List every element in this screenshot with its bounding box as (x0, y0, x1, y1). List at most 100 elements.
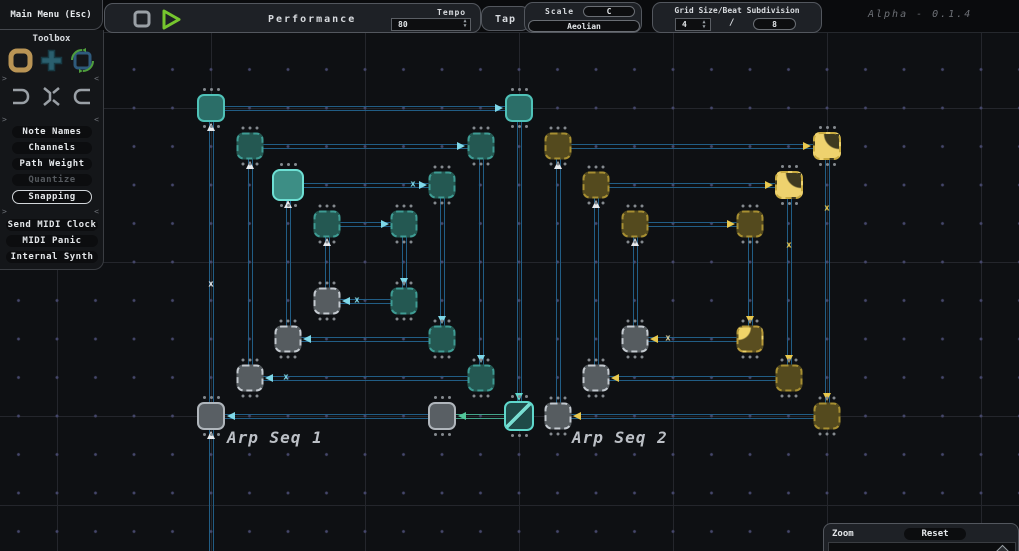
graph-node-teal-dashed[interactable] (390, 281, 418, 321)
graph-edge[interactable] (325, 224, 330, 301)
graph-node-olive-dashed[interactable] (582, 165, 610, 205)
graph-node-gray-dashed[interactable] (621, 319, 649, 359)
bend-path-right-tool-icon[interactable] (69, 83, 96, 110)
graph-node-teal-solid[interactable] (197, 88, 225, 128)
graph-node-teal-solid[interactable] (505, 88, 533, 128)
sidebar-button-snapping[interactable]: Snapping (12, 190, 92, 204)
zoom-panel: Zoom Reset (823, 523, 1019, 551)
tempo-input[interactable]: 80 (391, 18, 471, 31)
node-draw-tool-icon[interactable] (7, 47, 34, 74)
graph-node-teal-dashed[interactable] (313, 204, 341, 244)
graph-edge[interactable] (211, 106, 519, 111)
graph-edge[interactable] (211, 414, 442, 419)
graph-node-teal-dashed[interactable] (467, 126, 495, 166)
graph-edge[interactable] (250, 376, 481, 381)
graph-edge[interactable] (327, 222, 404, 227)
flow-arrow-right (803, 142, 811, 150)
grid-size-input[interactable]: 4 (675, 18, 711, 31)
graph-edge[interactable] (633, 224, 638, 339)
graph-edge[interactable] (517, 108, 522, 416)
graph-node-olive-dashed[interactable] (544, 126, 572, 166)
sidebar-button-note-names[interactable]: Note Names (12, 126, 92, 138)
stop-button[interactable] (133, 10, 151, 28)
subdivision-dropdown[interactable]: 8 (753, 18, 796, 30)
graph-edge[interactable] (286, 185, 291, 339)
graph-edge[interactable] (288, 337, 442, 342)
sidebar-button-quantize[interactable]: Quantize (12, 174, 92, 186)
scale-mode-dropdown[interactable]: Aeolian (528, 20, 640, 32)
graph-node-gray-dashed[interactable] (582, 358, 610, 398)
tap-button[interactable]: Tap (481, 6, 530, 31)
sequence-label[interactable]: Arp Seq 2 (572, 428, 668, 447)
graph-edge[interactable] (442, 414, 519, 419)
flow-arrow-left (611, 374, 619, 382)
play-button[interactable] (160, 8, 183, 31)
graph-edge[interactable] (825, 146, 830, 416)
graph-edge[interactable] (440, 185, 445, 339)
rotate-tool-icon[interactable] (69, 47, 96, 74)
bend-path-left-tool-icon[interactable] (7, 83, 34, 110)
graph-node-olive-corner[interactable] (736, 319, 764, 359)
graph-node-gray-dashed[interactable] (274, 319, 302, 359)
grid-label: Grid Size/Beat Subdivision (674, 6, 800, 15)
graph-node-gray-solid[interactable] (428, 396, 456, 436)
graph-edge[interactable] (250, 144, 481, 149)
graph-node-teal-dashed[interactable] (390, 204, 418, 244)
path-weight-marker: x (208, 279, 214, 290)
graph-node-yellow-active[interactable] (813, 126, 841, 166)
straighten-path-tool-icon[interactable] (38, 83, 65, 110)
graph-node-olive-dashed[interactable] (813, 396, 841, 436)
graph-node-teal-slash[interactable] (504, 395, 534, 437)
sidebar-button-channels[interactable]: Channels (12, 142, 92, 154)
graph-node-gray-dashed[interactable] (544, 396, 572, 436)
graph-edge[interactable] (635, 337, 750, 342)
graph-node-yellow-active[interactable] (775, 165, 803, 205)
graph-node-gray-dashed[interactable] (313, 281, 341, 321)
sidebar-button-midi-panic[interactable]: MIDI Panic (6, 235, 98, 247)
main-menu-button[interactable]: Main Menu (Esc) (0, 0, 103, 30)
graph-edge[interactable] (327, 299, 404, 304)
graph-node-teal-dashed[interactable] (467, 358, 495, 398)
graph-edge[interactable] (288, 183, 442, 188)
sequence-label[interactable]: Arp Seq 1 (227, 428, 323, 447)
graph-edge[interactable] (558, 414, 827, 419)
graph-edge[interactable] (748, 224, 753, 339)
graph-node-gray-solid[interactable] (197, 396, 225, 436)
graph-edge[interactable] (594, 185, 599, 378)
zoom-reset-button[interactable]: Reset (904, 528, 966, 540)
flow-arrow-left (650, 335, 658, 343)
graph-edge[interactable] (596, 183, 789, 188)
graph-node-teal-bright[interactable] (272, 163, 304, 207)
sidebar-button-path-weight[interactable]: Path Weight (12, 158, 92, 170)
path-weight-marker: x (354, 295, 360, 306)
graph-edge[interactable] (635, 222, 750, 227)
graph-edge[interactable] (248, 146, 253, 378)
graph-node-olive-dashed[interactable] (736, 204, 764, 244)
flow-arrow-right (765, 181, 773, 189)
graph-edge[interactable] (596, 376, 789, 381)
graph-edge[interactable] (209, 430, 214, 551)
zoom-slider-handle[interactable] (994, 544, 1011, 551)
graph-node-olive-dashed[interactable] (775, 358, 803, 398)
graph-node-teal-dashed[interactable] (428, 319, 456, 359)
move-tool-icon[interactable] (38, 47, 65, 74)
graph-node-olive-dashed[interactable] (621, 204, 649, 244)
graph-node-teal-dashed[interactable] (428, 165, 456, 205)
graph-edge[interactable] (556, 146, 561, 416)
tempo-spinner[interactable]: ▲ ▼ (463, 18, 467, 29)
zoom-slider[interactable] (828, 542, 1016, 551)
grid-size-spinner[interactable]: ▲ ▼ (702, 19, 706, 30)
graph-edge[interactable] (402, 224, 407, 301)
path-weight-marker: x (410, 179, 416, 190)
graph-edge[interactable] (209, 108, 214, 416)
sidebar-button-internal-synth[interactable]: Internal Synth (6, 251, 98, 263)
scale-root-dropdown[interactable]: C (583, 6, 635, 17)
graph-edge[interactable] (787, 185, 792, 378)
graph-edge[interactable] (558, 144, 827, 149)
graph-node-gray-dashed[interactable] (236, 358, 264, 398)
sidebar-button-send-midi-clock[interactable]: Send MIDI Clock (6, 219, 98, 231)
tempo-label: Tempo (437, 8, 467, 17)
graph-edge[interactable] (479, 146, 484, 378)
graph-node-teal-dashed[interactable] (236, 126, 264, 166)
